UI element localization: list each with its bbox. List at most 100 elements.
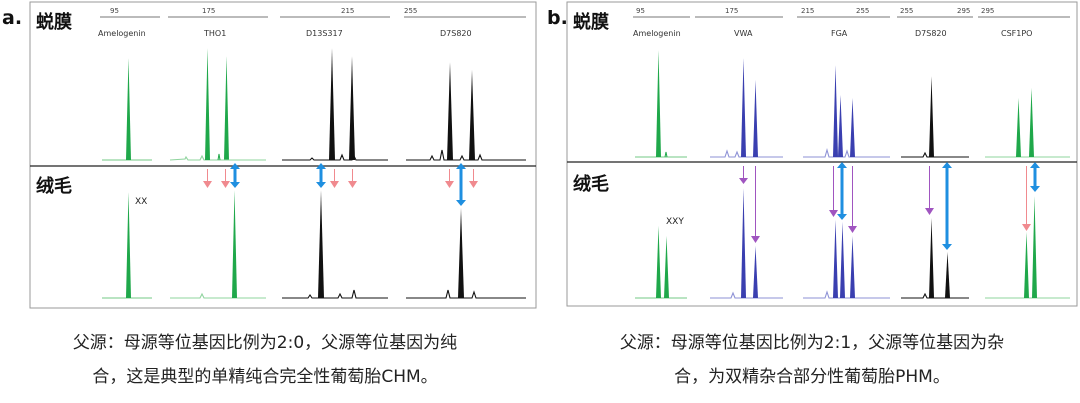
peak-csf1po-2 bbox=[1029, 88, 1034, 157]
purple-arrow bbox=[739, 166, 748, 184]
panel-a-bottom-traces bbox=[102, 190, 526, 299]
peak-csf1po-1 bbox=[1016, 98, 1021, 157]
pink-arrow bbox=[330, 169, 339, 188]
purple-arrow bbox=[848, 166, 857, 233]
panel-b-locus-amelogenin: Amelogenin bbox=[633, 29, 681, 38]
peak-d7s820-2 bbox=[945, 252, 950, 298]
panel-a-bottom-row-label: 绒毛 bbox=[36, 175, 72, 197]
pink-arrow bbox=[203, 169, 212, 188]
panel-a-scale-bars: 95 175 215 255 bbox=[100, 7, 526, 18]
peak-amelogenin-y bbox=[664, 236, 669, 298]
panel-a-scale-tick: 95 bbox=[110, 7, 119, 15]
panel-b-scale-tick: 215 bbox=[801, 7, 814, 15]
peak-fga-2 bbox=[840, 222, 845, 298]
baseline bbox=[710, 291, 783, 299]
panel-a-locus-d7s820: D7S820 bbox=[440, 29, 472, 38]
peak-amelogenin-x bbox=[126, 192, 131, 298]
purple-arrow bbox=[829, 166, 838, 217]
peak-csf1po-2 bbox=[1032, 196, 1037, 298]
peak-amelogenin-x bbox=[656, 226, 661, 298]
panel-b-scale-tick: 175 bbox=[725, 7, 738, 15]
panel-a-xx-annotation: XX bbox=[135, 197, 147, 207]
blue-arrow-heads bbox=[1030, 162, 1040, 192]
panel-b-locus-d7s820: D7S820 bbox=[915, 29, 947, 38]
panel-a-caption-line2: 合，这是典型的单精纯合完全性葡萄胎CHM。 bbox=[92, 367, 438, 387]
panel-a-scale-tick: 255 bbox=[404, 7, 417, 15]
peak-vwa-2 bbox=[753, 80, 758, 157]
panel-a-arrows bbox=[203, 163, 478, 206]
peak-fga-3 bbox=[850, 98, 855, 157]
panel-a-locus-d13s317: D13S317 bbox=[306, 29, 343, 38]
peak-amelogenin-x bbox=[656, 50, 661, 157]
blue-arrow-heads bbox=[230, 163, 240, 188]
panel-a-top-traces bbox=[102, 48, 526, 161]
baseline bbox=[803, 290, 890, 299]
baseline bbox=[901, 151, 969, 158]
peak-fga-1 bbox=[833, 65, 838, 157]
baseline bbox=[710, 149, 783, 158]
peak-d13s317-1 bbox=[329, 48, 335, 160]
panel-b-top-traces bbox=[635, 50, 1070, 158]
panel-b-scale-tick: 95 bbox=[636, 7, 645, 15]
peak-d7s820-1 bbox=[929, 218, 934, 298]
panel-b-caption-line1: 父源：母源等位基因比例为2:1，父源等位基因为杂 bbox=[619, 333, 1005, 353]
panel-b-top-row-label: 蜕膜 bbox=[573, 11, 609, 33]
panel-b-scale-tick: 255 bbox=[900, 7, 913, 15]
purple-arrow bbox=[751, 166, 760, 243]
panel-b-locus-fga: FGA bbox=[831, 29, 848, 38]
baseline bbox=[169, 154, 212, 161]
panel-b-locus-csf1po: CSF1PO bbox=[1001, 29, 1032, 38]
minor-peak bbox=[664, 151, 668, 158]
panel-b-scale-bars: 95 175 215 255 255 295 295 bbox=[633, 7, 1070, 18]
pink-arrow bbox=[348, 169, 357, 188]
panel-b-xxy-annotation: XXY bbox=[666, 217, 684, 227]
baseline bbox=[901, 292, 969, 299]
panel-b-scale-tick: 295 bbox=[981, 7, 994, 15]
panel-b-caption: 父源：母源等位基因比例为2:1，父源等位基因为杂 合，为双精杂合部分性葡萄胎PH… bbox=[552, 326, 1072, 394]
peak-d7s820 bbox=[458, 208, 464, 298]
panel-b-scale-tick: 295 bbox=[957, 7, 970, 15]
panel-b-bottom-traces bbox=[635, 188, 1070, 299]
peak-d7s820-2 bbox=[469, 70, 475, 160]
peak-tho1-2 bbox=[224, 56, 229, 160]
panel-a-top-row-label: 蜕膜 bbox=[36, 11, 72, 33]
panel-b-frame bbox=[566, 1, 1078, 307]
pink-arrow bbox=[445, 169, 454, 188]
pink-arrow bbox=[1022, 166, 1031, 231]
purple-arrow bbox=[925, 166, 934, 215]
panel-a-caption-line1: 父源：母源等位基因比例为2:0，父源等位基因为纯 bbox=[72, 333, 458, 353]
peak-amelogenin-x bbox=[126, 58, 131, 160]
peak-csf1po-1 bbox=[1024, 232, 1029, 298]
panel-b-electropherogram: b. 蜕膜 绒毛 XXY 95 175 215 255 255 295 295 … bbox=[547, 1, 1078, 307]
minor-peak bbox=[217, 153, 221, 161]
pink-arrow bbox=[221, 169, 230, 188]
peak-d13s317 bbox=[318, 190, 324, 298]
panel-b-caption-line2: 合，为双精杂合部分性葡萄胎PHM。 bbox=[674, 367, 950, 387]
baseline bbox=[282, 289, 388, 299]
panel-b-arrows bbox=[739, 162, 1040, 250]
blue-arrow-heads bbox=[316, 163, 326, 188]
panel-a-locus-tho1: THO1 bbox=[203, 29, 226, 38]
panel-b-scale-tick: 255 bbox=[856, 7, 869, 15]
peak-vwa-2 bbox=[753, 246, 758, 298]
peak-fga-1 bbox=[833, 220, 838, 298]
panel-a-locus-amelogenin: Amelogenin bbox=[98, 29, 146, 38]
panel-b-locus-vwa: VWA bbox=[734, 29, 753, 38]
pink-arrow bbox=[469, 169, 478, 188]
panel-a-electropherogram: a. 蜕膜 绒毛 XX 95 175 215 255 Amelogenin TH… bbox=[2, 1, 537, 309]
peak-fga-2 bbox=[838, 95, 843, 157]
baseline bbox=[170, 292, 266, 299]
panel-b-bottom-row-label: 绒毛 bbox=[573, 173, 609, 195]
peak-tho1-1 bbox=[205, 48, 210, 160]
blue-arrow-heads bbox=[837, 162, 847, 220]
peak-fga-3 bbox=[850, 236, 855, 298]
peak-d13s317-2 bbox=[349, 56, 355, 160]
peak-tho1 bbox=[232, 190, 237, 298]
peak-vwa-1 bbox=[741, 58, 746, 157]
panel-a-scale-tick: 175 bbox=[202, 7, 215, 15]
panel-a-label: a. bbox=[2, 7, 22, 29]
panel-b-label: b. bbox=[547, 7, 568, 29]
peak-vwa-1 bbox=[741, 188, 746, 298]
peak-d7s820-1 bbox=[447, 62, 453, 160]
panel-a-caption: 父源：母源等位基因比例为2:0，父源等位基因为纯 合，这是典型的单精纯合完全性葡… bbox=[5, 326, 525, 394]
